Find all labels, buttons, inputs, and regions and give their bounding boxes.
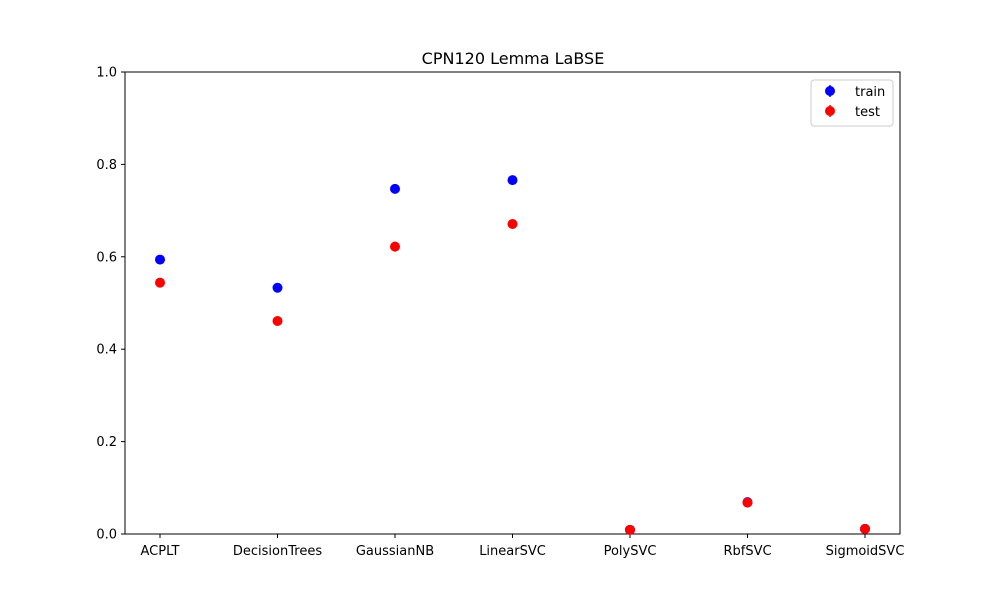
test-point <box>390 241 400 252</box>
y-tick-label: 1.0 <box>96 66 117 81</box>
legend-test-label: test <box>855 105 880 120</box>
chart-title: CPN120 Lemma LaBSE <box>422 49 605 68</box>
x-tick-label: SigmoidSVC <box>826 544 905 559</box>
y-axis: 0.0 0.2 0.4 0.6 0.8 1.0 <box>96 66 125 543</box>
test-point <box>155 277 165 288</box>
x-tick-label: ACPLT <box>141 544 180 559</box>
legend-train-label: train <box>855 85 885 100</box>
y-tick-label: 0.6 <box>96 250 117 265</box>
data-points <box>155 175 870 535</box>
train-point <box>155 254 165 265</box>
test-point <box>272 316 283 327</box>
y-tick-label: 0.4 <box>96 343 117 358</box>
x-tick-label: GaussianNB <box>356 544 434 559</box>
legend-train-marker <box>825 86 835 96</box>
train-point <box>507 175 518 186</box>
plot-area <box>124 71 901 535</box>
legend: train test <box>810 79 894 127</box>
legend-test-marker <box>825 106 835 116</box>
test-point <box>507 218 518 229</box>
x-tick-label: PolySVC <box>604 544 657 559</box>
x-tick-label: DecisionTrees <box>233 544 322 559</box>
train-point <box>390 183 400 194</box>
train-point <box>272 282 283 293</box>
plot-frame <box>124 71 901 535</box>
y-tick-label: 0.8 <box>96 158 117 173</box>
test-point <box>625 524 635 535</box>
x-tick-label: LinearSVC <box>479 544 546 559</box>
test-point <box>860 523 870 534</box>
test-point <box>742 497 753 508</box>
y-tick-label: 0.0 <box>96 528 117 543</box>
x-axis: ACPLT DecisionTrees GaussianNB LinearSVC Pol… <box>141 534 905 559</box>
y-tick-label: 0.2 <box>96 435 117 450</box>
x-tick-label: RbfSVC <box>723 544 771 559</box>
